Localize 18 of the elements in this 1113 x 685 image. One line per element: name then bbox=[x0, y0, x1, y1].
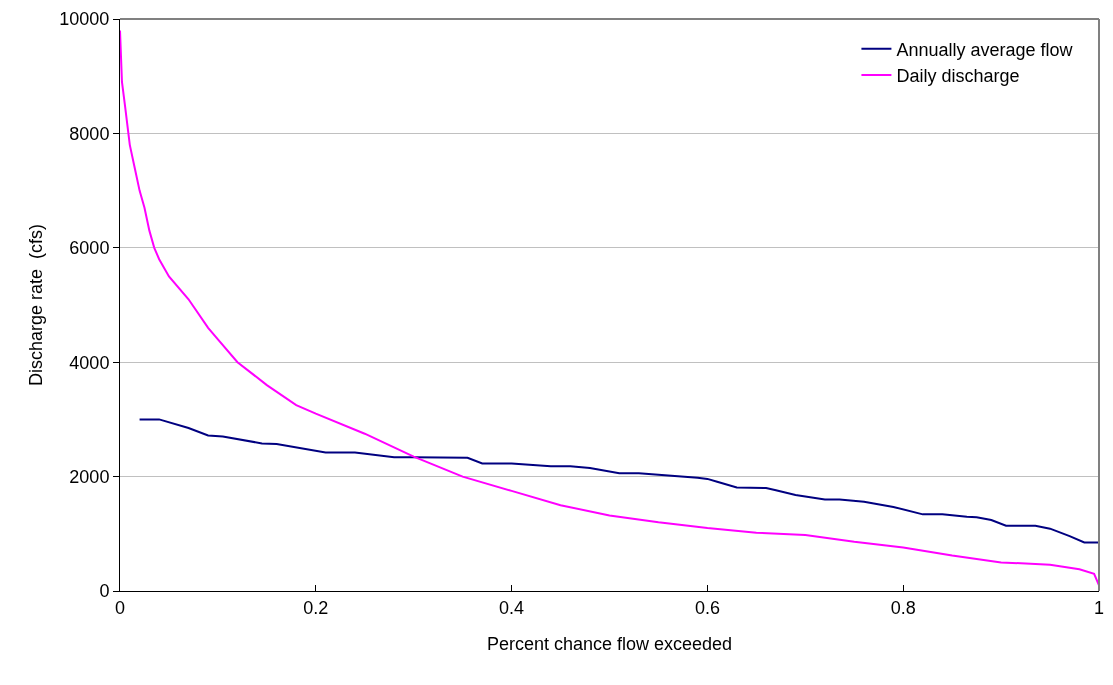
x-tick-label: 0 bbox=[114, 597, 126, 618]
y-tick-label: 10000 bbox=[59, 9, 110, 30]
legend-label: Daily discharge bbox=[896, 66, 1020, 87]
x-tick-label: 1 bbox=[1093, 597, 1105, 618]
y-tick-label: 2000 bbox=[69, 466, 110, 487]
line-series bbox=[120, 29, 1099, 587]
x-tick-label: 0.6 bbox=[694, 597, 720, 618]
y-tick-label: 6000 bbox=[69, 238, 110, 259]
x-axis-title: Percent chance flow exceeded bbox=[486, 633, 733, 654]
x-tick-label: 0.2 bbox=[303, 597, 329, 618]
y-tick-label: 4000 bbox=[69, 352, 110, 373]
y-axis-title: Discharge rate (cfs) bbox=[25, 223, 46, 387]
x-tick-label: 0.8 bbox=[890, 597, 916, 618]
line-series bbox=[138, 418, 1099, 544]
x-tick-label: 0.4 bbox=[499, 597, 525, 618]
y-tick-label: 0 bbox=[99, 581, 110, 602]
y-tick-label: 8000 bbox=[69, 123, 110, 144]
legend-label: Annually average flow bbox=[896, 39, 1074, 60]
